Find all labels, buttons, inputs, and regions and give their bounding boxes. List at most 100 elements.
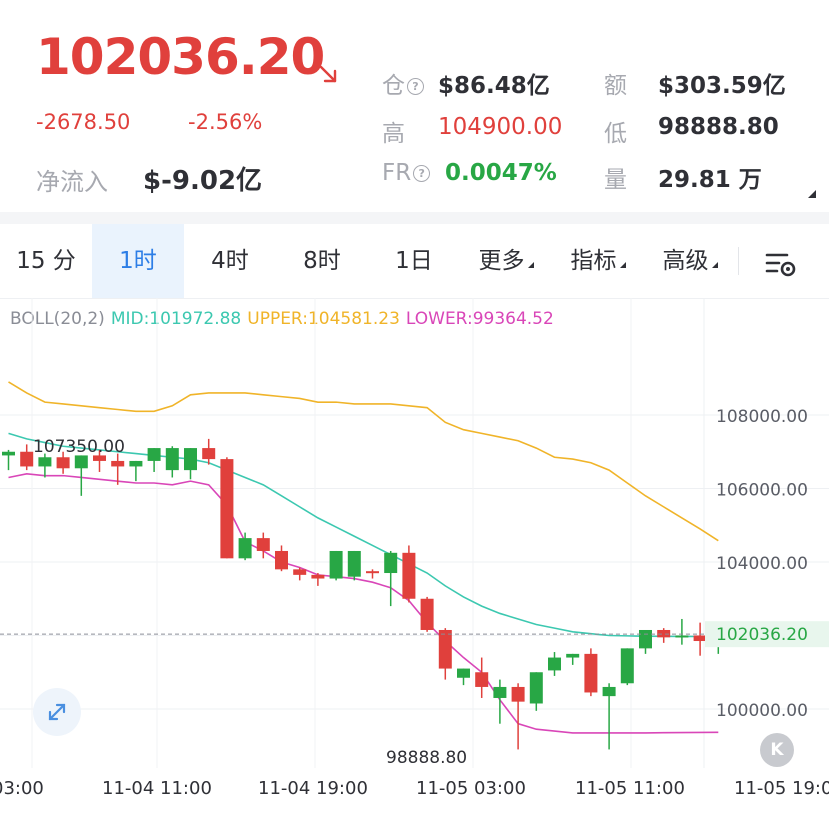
x-tick-label: 11-04 19:00 xyxy=(258,778,368,799)
info-icon[interactable]: ? xyxy=(407,78,424,95)
dropdown-caret-icon xyxy=(619,262,626,268)
x-tick-label: 11-05 11:00 xyxy=(575,778,685,799)
tab-label: 8时 xyxy=(303,248,341,274)
expand-icon xyxy=(48,703,66,721)
boll-mid: MID:101972.88 xyxy=(110,309,242,329)
low-label: 低 xyxy=(604,121,627,147)
tab-label: 指标 xyxy=(570,248,617,274)
y-tick-label: 106000.00 xyxy=(716,481,808,501)
candle-body xyxy=(657,629,671,638)
tab-more[interactable]: 更多 xyxy=(460,224,552,298)
boll-legend: BOLL(20,2) MID:101972.88 UPPER:104581.23 LO… xyxy=(10,309,560,329)
tab-8h[interactable]: 8时 xyxy=(276,224,368,298)
x-tick-label: 11-05 03:00 xyxy=(416,778,526,799)
boll-upper: UPPER:104581.23 xyxy=(247,309,400,329)
high-value: 104900.00 xyxy=(438,114,563,140)
candle-body xyxy=(74,455,88,469)
high-annotation: 107350.00 xyxy=(33,437,125,457)
turnover-label: 额 xyxy=(604,73,627,99)
dropdown-caret-icon xyxy=(711,262,718,268)
tab-label: 15 分 xyxy=(16,248,76,274)
x-tick-label: 11-04 11:00 xyxy=(102,778,212,799)
info-icon[interactable]: ? xyxy=(413,165,431,182)
tab-1d[interactable]: 1日 xyxy=(368,224,460,298)
current-price-label: 102036.20 xyxy=(716,625,808,645)
chart-settings-icon[interactable] xyxy=(758,244,802,284)
y-tick-label: 100000.00 xyxy=(716,701,808,721)
low-annotation: 98888.80 xyxy=(386,748,467,768)
tab-label: 1日 xyxy=(395,248,433,274)
candle-body xyxy=(529,672,543,704)
candle-body xyxy=(620,648,634,684)
change-absolute: -2678.50 xyxy=(36,110,131,134)
candle-body xyxy=(402,552,416,599)
candle-body xyxy=(220,459,234,559)
k-button[interactable]: K xyxy=(760,733,794,767)
candle-body xyxy=(311,574,325,579)
expand-stats-caret-icon[interactable] xyxy=(808,190,816,198)
candlestick-chart[interactable]: 102036.20 108000.00 106000.00 104000.00 1000… xyxy=(0,298,829,818)
candle-body xyxy=(93,455,106,461)
volume-value: 29.81 万 xyxy=(658,167,762,193)
funding-rate-label-text: FR xyxy=(382,160,412,186)
candle-body xyxy=(602,686,616,697)
interval-tab-bar: 15 分 1时 4时 8时 1日 更多 指标 高级 xyxy=(0,224,829,299)
candle-body xyxy=(366,571,379,574)
tab-4h[interactable]: 4时 xyxy=(184,224,276,298)
x-tick-label: 11-05 19:0 xyxy=(734,778,829,799)
candle-body xyxy=(56,457,70,469)
tab-advanced[interactable]: 高级 xyxy=(644,224,736,298)
candle-body xyxy=(275,550,288,570)
tab-15m[interactable]: 15 分 xyxy=(0,224,92,298)
candle-body xyxy=(566,653,580,658)
boll-upper-line xyxy=(8,381,719,542)
boll-mid-line xyxy=(8,432,719,638)
net-inflow-label: 净流入 xyxy=(36,168,108,196)
x-tick-label: 03:00 xyxy=(0,778,44,799)
candle-body xyxy=(165,448,179,471)
candle-body xyxy=(675,635,689,638)
tab-1h[interactable]: 1时 xyxy=(92,224,184,298)
candle-body xyxy=(639,629,652,649)
expand-chart-button[interactable] xyxy=(33,688,81,736)
candle-body xyxy=(147,448,161,461)
y-tick-label: 108000.00 xyxy=(716,407,808,427)
boll-name: BOLL(20,2) xyxy=(10,309,105,329)
open-interest-label: 仓? xyxy=(382,66,424,100)
candle-body xyxy=(111,460,125,467)
candle-body xyxy=(293,569,307,575)
change-percent: -2.56% xyxy=(188,110,263,134)
candle-body xyxy=(420,598,434,630)
current-price-tag xyxy=(705,621,829,648)
candle-body xyxy=(38,457,52,467)
funding-rate-value: 0.0047% xyxy=(445,160,557,186)
candle-body xyxy=(2,451,15,456)
candle-body xyxy=(693,635,707,642)
candle-body xyxy=(457,668,470,678)
arrow-down-right-icon xyxy=(319,65,337,83)
funding-rate-label: FR? xyxy=(382,160,431,186)
section-divider xyxy=(0,212,829,224)
candle-body xyxy=(475,672,489,687)
tab-separator xyxy=(738,247,739,275)
last-price: 102036.20 xyxy=(36,28,325,86)
dropdown-caret-icon xyxy=(527,262,534,268)
candle-body xyxy=(548,657,561,671)
low-value: 98888.80 xyxy=(658,114,779,140)
candle-body xyxy=(347,550,361,577)
boll-lower-line xyxy=(8,472,719,734)
candle-body xyxy=(493,686,507,698)
turnover-value: $303.59亿 xyxy=(658,73,786,99)
tab-indicators[interactable]: 指标 xyxy=(552,224,644,298)
candle-body xyxy=(438,629,452,669)
candle-body xyxy=(184,448,197,471)
tab-label: 4时 xyxy=(211,248,249,274)
y-tick-label: 104000.00 xyxy=(716,554,808,574)
candle-body xyxy=(20,451,34,467)
tab-label: 高级 xyxy=(662,248,709,274)
volume-label: 量 xyxy=(604,167,627,193)
tab-label: 1时 xyxy=(119,248,157,274)
candle-body xyxy=(202,448,216,460)
candle-body xyxy=(384,552,398,574)
